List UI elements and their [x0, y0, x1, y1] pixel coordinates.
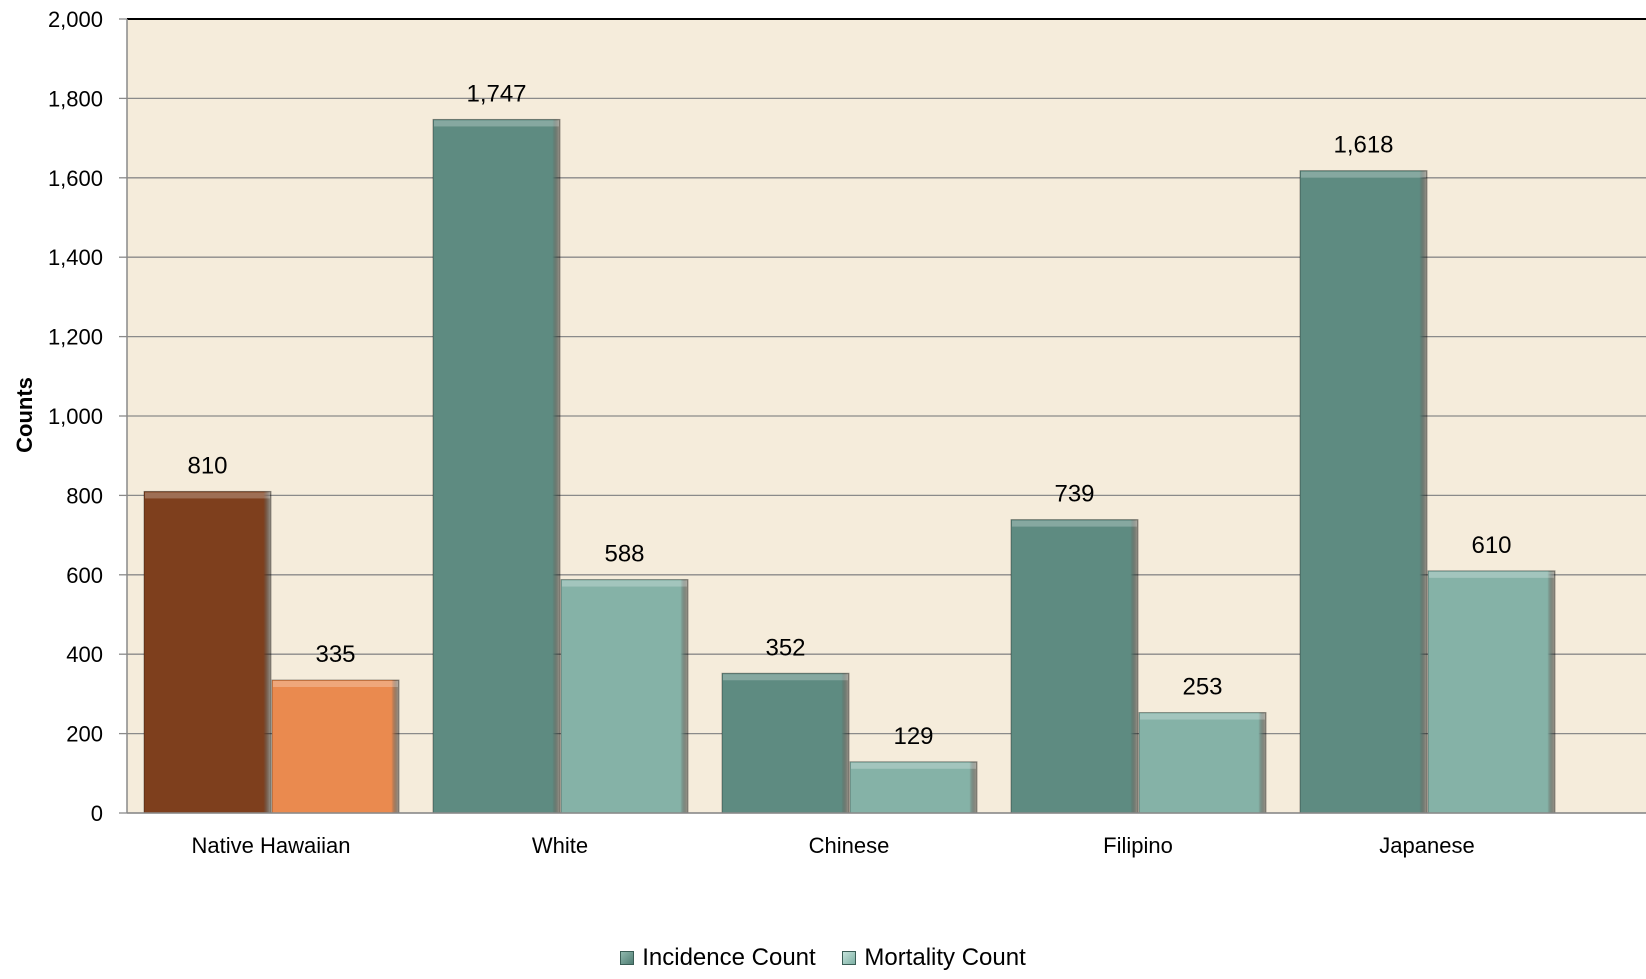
- bar-incidence-count: [432, 118, 561, 814]
- bar-bevel: [1140, 713, 1265, 720]
- y-tick-label: 1,400: [48, 245, 103, 270]
- legend-label-mortality: Mortality Count: [864, 944, 1026, 971]
- data-label: 1,747: [466, 80, 526, 107]
- data-label: 352: [765, 634, 805, 661]
- bar-incidence-count: [143, 490, 272, 814]
- bar-bevel: [145, 492, 270, 499]
- data-label: 129: [893, 723, 933, 750]
- data-label: 335: [315, 641, 355, 668]
- bar-mortality-count: [849, 761, 978, 814]
- chart-legend: Incidence Count Mortality Count: [0, 944, 1646, 972]
- bar-bevel: [851, 762, 976, 769]
- bar-incidence-count: [721, 672, 850, 814]
- x-category-label: Chinese: [809, 833, 890, 858]
- bar-mortality-count: [560, 579, 689, 814]
- legend-item-incidence: Incidence Count: [620, 944, 816, 972]
- bar-mortality-count: [271, 679, 400, 814]
- legend-swatch-mortality: [842, 951, 857, 965]
- bar-incidence-count: [1299, 170, 1428, 814]
- bar-bevel: [1301, 171, 1426, 178]
- bar-bevel: [434, 120, 559, 127]
- bar-bevel: [1429, 571, 1554, 578]
- bar-bevel: [273, 681, 398, 688]
- y-tick-label: 1,000: [48, 404, 103, 429]
- bar-chart: 0 200 400 600 800 1,000 1,200 1,400 1,600 1,800 2,…: [12, 7, 1646, 858]
- bar-bevel: [562, 580, 687, 587]
- y-tick-label: 1,600: [48, 166, 103, 191]
- y-tick-label: 0: [91, 801, 103, 826]
- data-label: 588: [604, 541, 644, 568]
- bar-bevel: [1012, 520, 1137, 527]
- data-label: 1,618: [1333, 132, 1393, 159]
- y-tick-label: 1,800: [48, 86, 103, 111]
- bar-bevel: [723, 674, 848, 681]
- bar-incidence-count: [1010, 519, 1139, 814]
- data-label: 253: [1182, 674, 1222, 701]
- y-axis-title: Counts: [12, 377, 37, 453]
- data-label: 810: [187, 452, 227, 479]
- y-tick-label: 1,200: [48, 325, 103, 350]
- data-label: 610: [1471, 532, 1511, 559]
- y-tick-label: 600: [66, 563, 103, 588]
- bar-mortality-count: [1427, 570, 1556, 814]
- y-tick-label: 800: [66, 483, 103, 508]
- y-tick-label: 2,000: [48, 7, 103, 32]
- legend-label-incidence: Incidence Count: [642, 944, 816, 971]
- x-category-label: White: [532, 833, 588, 858]
- x-category-label: Filipino: [1103, 833, 1173, 858]
- legend-item-mortality: Mortality Count: [842, 944, 1026, 972]
- bar-mortality-count: [1138, 712, 1267, 814]
- y-tick-label: 400: [66, 642, 103, 667]
- x-category-label: Japanese: [1379, 833, 1474, 858]
- data-label: 739: [1054, 481, 1094, 508]
- x-category-label: Native Hawaiian: [192, 833, 351, 858]
- legend-swatch-incidence: [620, 951, 635, 965]
- y-tick-label: 200: [66, 722, 103, 747]
